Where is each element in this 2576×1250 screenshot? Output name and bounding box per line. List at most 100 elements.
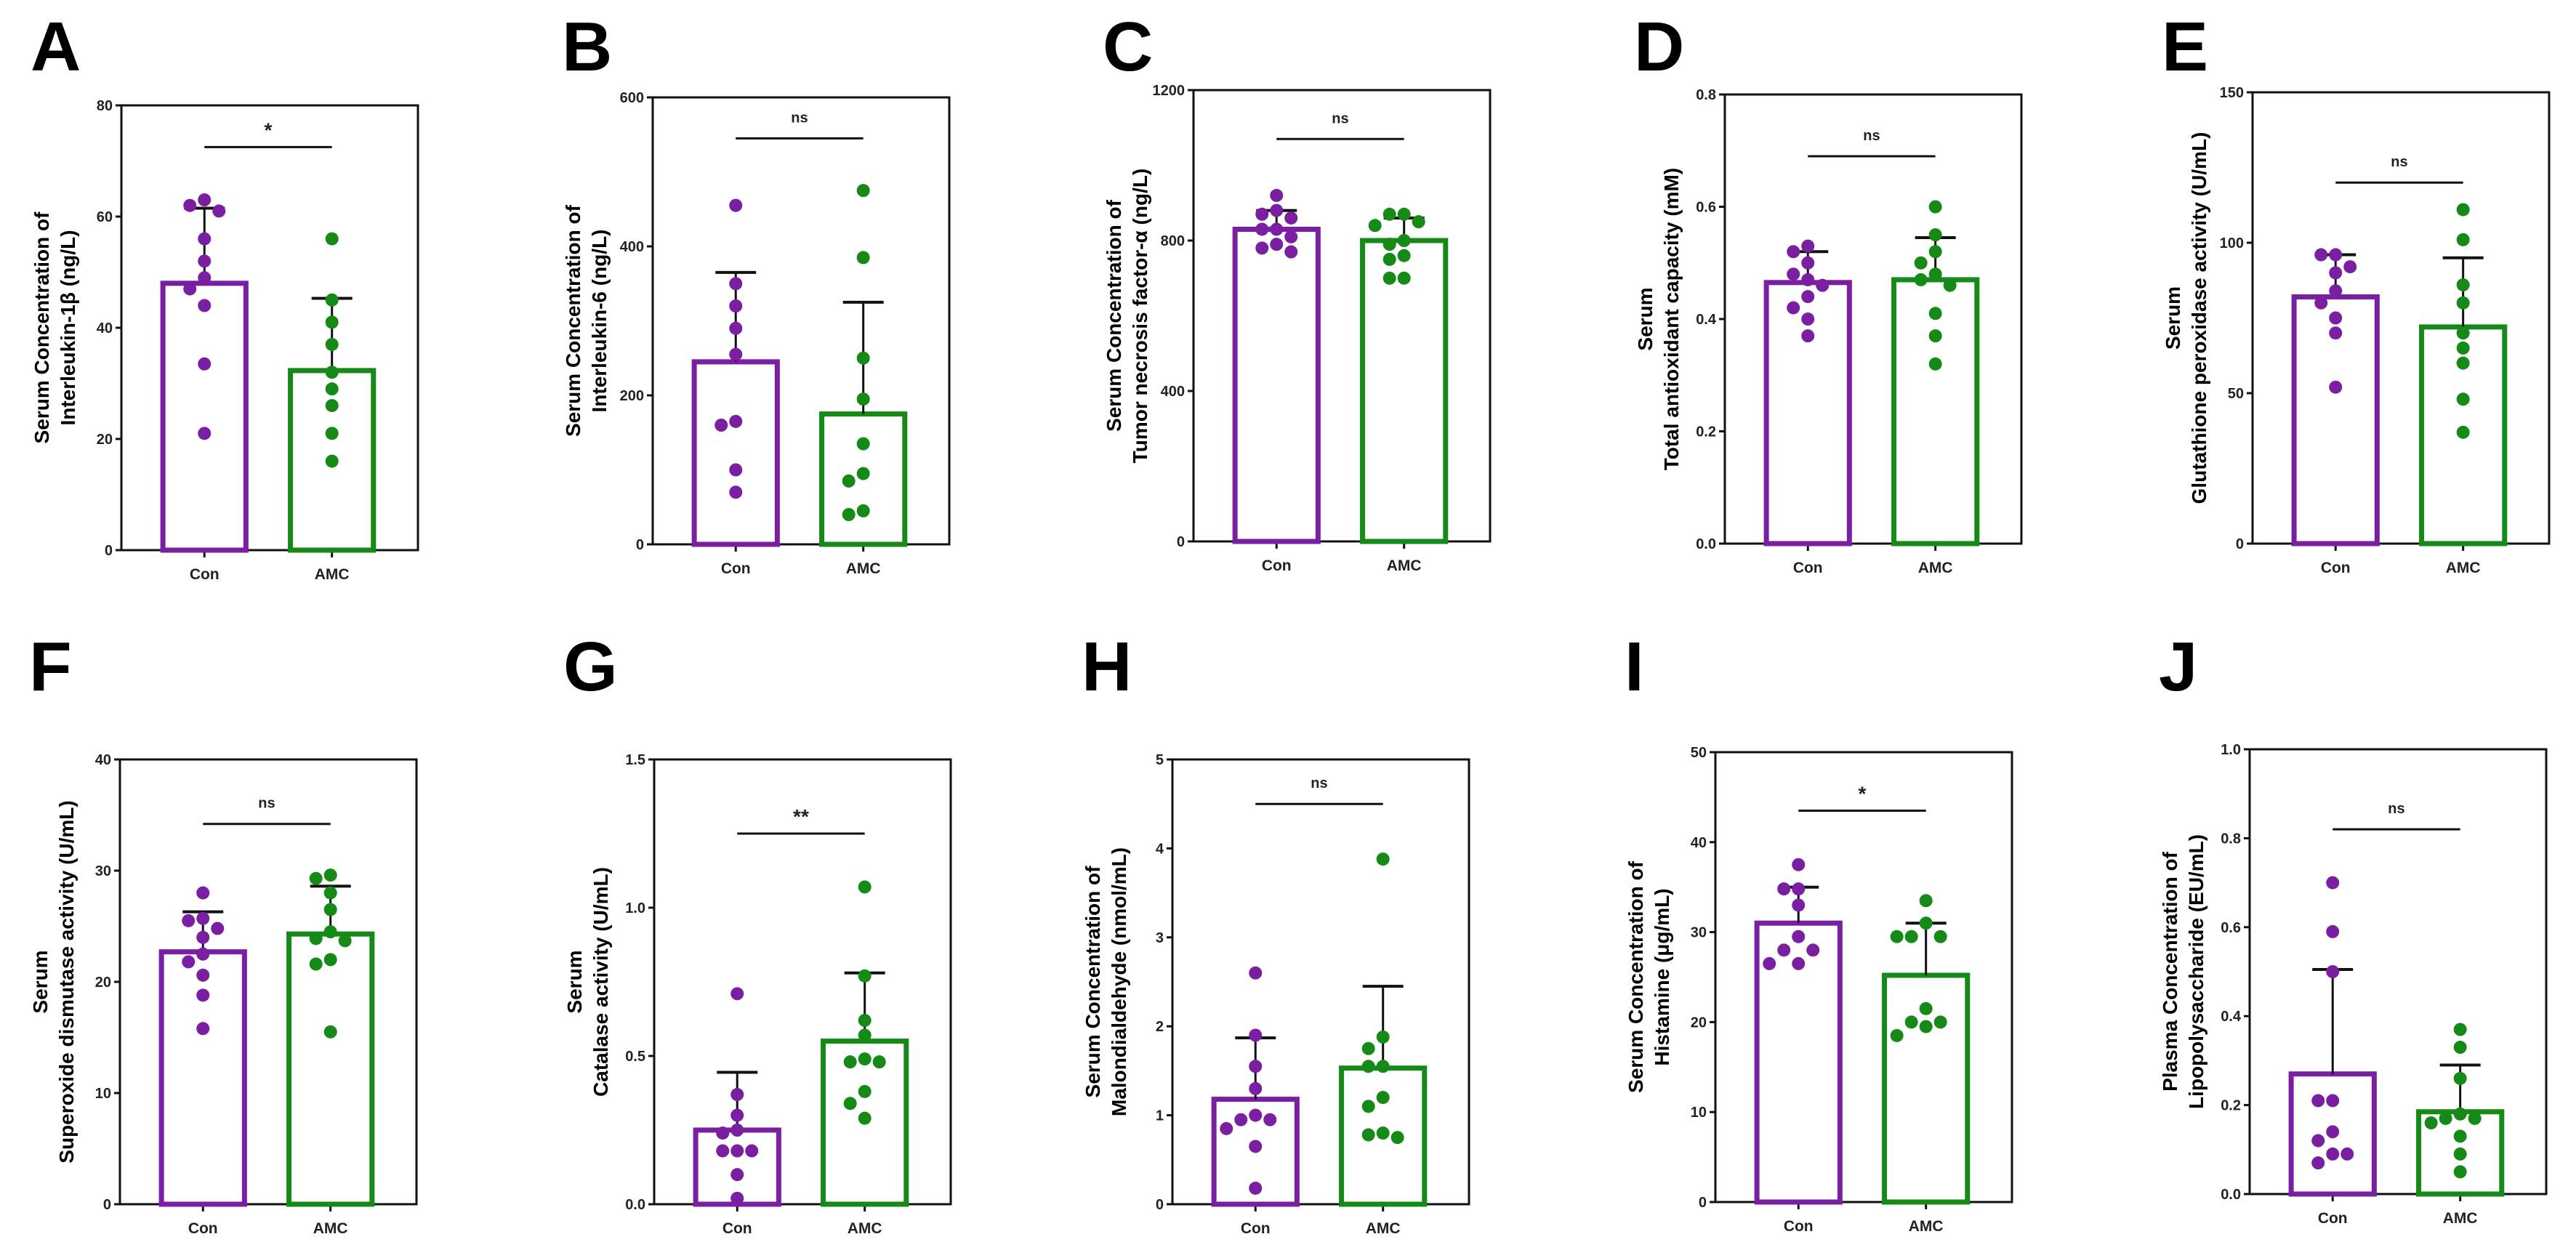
data-point-con bbox=[198, 299, 212, 312]
data-point-amc bbox=[1382, 271, 1396, 285]
data-point-con bbox=[2311, 1094, 2325, 1108]
data-point-amc bbox=[1933, 930, 1947, 943]
data-point-amc bbox=[1390, 1131, 1404, 1145]
data-point-amc bbox=[858, 1084, 872, 1098]
data-point-con bbox=[196, 930, 210, 944]
data-point-amc bbox=[842, 508, 856, 521]
data-point-con bbox=[1763, 956, 1776, 970]
data-point-amc bbox=[2456, 341, 2470, 355]
y-axis-label: Tumor necrosis factor-α (ng/L) bbox=[1129, 169, 1151, 464]
y-tick-label: 0 bbox=[105, 543, 113, 559]
data-point-amc bbox=[323, 953, 337, 967]
data-point-amc bbox=[858, 1028, 872, 1042]
data-point-con bbox=[2329, 248, 2343, 262]
bar-con bbox=[1232, 226, 1321, 544]
data-point-con bbox=[1792, 898, 1806, 912]
y-axis-label: Total antioxidant capacity (mM) bbox=[1660, 168, 1683, 470]
plot-frame bbox=[2248, 748, 2548, 1195]
data-point-con bbox=[1249, 1108, 1263, 1122]
data-point-amc bbox=[2456, 278, 2470, 291]
panel-letter: E bbox=[2162, 8, 2208, 86]
x-tick-label: Con bbox=[1241, 1220, 1271, 1237]
data-point-con bbox=[1249, 966, 1263, 980]
data-point-con bbox=[1249, 1028, 1263, 1042]
data-point-con bbox=[2329, 266, 2343, 280]
data-point-con bbox=[2326, 965, 2340, 978]
data-point-amc bbox=[858, 1111, 872, 1125]
data-point-con bbox=[730, 1144, 744, 1158]
data-point-con bbox=[729, 277, 743, 291]
data-point-amc bbox=[858, 880, 872, 894]
data-point-con bbox=[1801, 239, 1815, 253]
significance-label: ns bbox=[1332, 110, 1348, 126]
data-point-con bbox=[182, 955, 196, 969]
x-tick-label: Con bbox=[1262, 557, 1292, 574]
data-point-amc bbox=[872, 1055, 886, 1069]
y-tick-label: 0 bbox=[1177, 534, 1185, 550]
data-point-con bbox=[1234, 1113, 1248, 1126]
data-point-amc bbox=[1397, 234, 1411, 247]
data-point-amc bbox=[1361, 1100, 1375, 1113]
y-tick-label: 40 bbox=[95, 752, 111, 768]
y-axis-label: Serum bbox=[29, 950, 52, 1013]
data-point-con bbox=[1806, 943, 1820, 957]
y-tick-label: 50 bbox=[2228, 386, 2244, 402]
data-point-amc bbox=[1376, 852, 1390, 866]
data-point-amc bbox=[309, 957, 323, 971]
x-tick-label: AMC bbox=[1366, 1220, 1401, 1237]
bar-amc bbox=[286, 931, 375, 1207]
data-point-con bbox=[2326, 1094, 2340, 1108]
data-point-con bbox=[2326, 1125, 2340, 1139]
data-point-con bbox=[196, 968, 210, 982]
data-point-amc bbox=[1928, 357, 1942, 371]
data-point-amc bbox=[309, 871, 323, 885]
x-tick-label: AMC bbox=[2446, 560, 2481, 576]
x-tick-label: AMC bbox=[1909, 1218, 1944, 1235]
data-point-amc bbox=[325, 399, 339, 413]
data-point-amc bbox=[1397, 271, 1411, 285]
data-point-amc bbox=[2453, 1041, 2467, 1055]
y-tick-label: 600 bbox=[620, 90, 644, 106]
y-tick-label: 0.5 bbox=[625, 1049, 645, 1065]
y-axis-label: Lipopolysaccharide (EU/mL) bbox=[2185, 834, 2207, 1109]
data-point-con bbox=[730, 1124, 744, 1137]
data-point-amc bbox=[2456, 356, 2470, 370]
data-point-con bbox=[730, 1088, 744, 1102]
data-point-amc bbox=[323, 868, 337, 882]
data-point-amc bbox=[2453, 1129, 2467, 1143]
plot-frame bbox=[1192, 89, 1492, 543]
panel-a: A 0 20 40 60 80 Serum Concentration of Interleu… bbox=[31, 8, 419, 583]
data-point-con bbox=[1270, 203, 1284, 217]
data-point-con bbox=[1255, 222, 1269, 236]
panel-f: F 0 10 20 30 40 Serum Superoxide dismutase acti… bbox=[29, 628, 418, 1237]
panel-b: B 0 200 400 600 Serum Concentration of Interle… bbox=[562, 8, 951, 577]
data-point-con bbox=[198, 357, 212, 371]
x-tick-label: AMC bbox=[2443, 1210, 2478, 1227]
y-axis-label: Superoxide dismutase activity (U/mL) bbox=[55, 800, 78, 1163]
data-point-amc bbox=[2453, 1165, 2467, 1179]
y-tick-label: 5 bbox=[1156, 752, 1164, 768]
significance-label: ns bbox=[791, 110, 808, 126]
x-tick-label: Con bbox=[190, 566, 220, 583]
y-tick-label: 80 bbox=[97, 98, 113, 114]
data-point-con bbox=[196, 988, 210, 1002]
panel-i: I 0 10 20 30 40 50 Serum Concentration of Histam… bbox=[1625, 628, 2013, 1235]
data-point-amc bbox=[325, 293, 339, 307]
y-tick-label: 0 bbox=[1156, 1197, 1164, 1213]
data-point-amc bbox=[325, 366, 339, 379]
data-point-amc bbox=[1361, 1128, 1375, 1142]
data-point-amc bbox=[323, 1025, 337, 1039]
data-point-amc bbox=[856, 467, 870, 480]
data-point-con bbox=[196, 911, 210, 925]
data-point-amc bbox=[1397, 249, 1411, 262]
significance-label: * bbox=[265, 118, 273, 141]
data-point-con bbox=[729, 321, 743, 335]
data-point-con bbox=[2329, 326, 2343, 340]
data-point-con bbox=[729, 485, 743, 499]
data-point-con bbox=[1270, 222, 1284, 236]
data-point-con bbox=[716, 1126, 730, 1140]
y-tick-label: 30 bbox=[95, 863, 111, 879]
y-axis-label: Histamine (μg/mL) bbox=[1651, 888, 1673, 1065]
data-point-con bbox=[1787, 245, 1800, 259]
data-point-amc bbox=[325, 232, 339, 246]
